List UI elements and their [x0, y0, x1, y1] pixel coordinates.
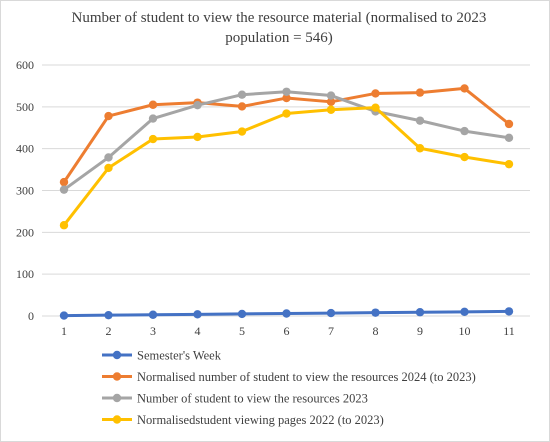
data-point	[237, 309, 247, 319]
data-point	[282, 309, 291, 318]
legend-label: Normalised number of student to view the…	[137, 370, 476, 384]
data-point	[415, 116, 425, 125]
x-tick-label: 7	[328, 324, 334, 338]
data-point	[282, 109, 291, 118]
data-point	[148, 134, 158, 144]
data-point	[326, 91, 336, 100]
data-point	[460, 84, 469, 93]
data-point	[104, 310, 113, 320]
data-point	[504, 307, 514, 316]
data-point	[371, 103, 380, 112]
data-point	[371, 89, 380, 98]
y-tick-label: 300	[16, 184, 34, 198]
series-1	[59, 307, 514, 320]
x-tick-label: 10	[459, 324, 471, 338]
legend-marker	[112, 393, 122, 403]
x-tick-label: 1	[61, 324, 67, 338]
data-point	[282, 87, 291, 96]
gridlines	[42, 64, 530, 317]
y-tick-label: 100	[16, 267, 34, 281]
legend-item-1: Semester's Week	[102, 349, 222, 363]
x-tick-label: 2	[106, 324, 112, 338]
data-point	[415, 144, 425, 153]
data-point	[193, 132, 202, 142]
chart-title-line-2: population = 546)	[225, 30, 333, 46]
series-lines	[59, 84, 514, 320]
y-tick-label: 0	[28, 309, 34, 323]
legend-marker	[112, 350, 122, 360]
data-point	[59, 185, 69, 194]
y-axis-ticks: 0 100 200 300 400 500 600	[16, 58, 34, 323]
data-point	[460, 152, 469, 162]
x-tick-label: 4	[195, 324, 201, 338]
x-tick-label: 6	[284, 324, 290, 338]
data-point	[460, 126, 469, 136]
legend-label: Semester's Week	[137, 349, 222, 363]
legend-label: Number of student to view the resources …	[137, 392, 368, 406]
chart-title-line-1: Number of student to view the resource m…	[72, 10, 487, 26]
series-line-2	[62, 86, 510, 183]
data-point	[460, 307, 469, 317]
data-point	[193, 100, 202, 110]
data-point	[504, 159, 514, 169]
series-2	[59, 84, 514, 187]
data-point	[104, 163, 113, 173]
data-point	[193, 310, 202, 319]
legend-item-4: Normalisedstudent viewing pages 2022 (to…	[102, 413, 384, 427]
series-4	[59, 103, 514, 230]
y-tick-label: 500	[16, 100, 34, 114]
y-tick-label: 400	[16, 142, 34, 156]
data-point	[504, 133, 514, 142]
legend-label: Normalisedstudent viewing pages 2022 (to…	[137, 413, 384, 427]
data-point	[371, 308, 380, 317]
data-point	[148, 114, 158, 123]
y-tick-label: 200	[16, 225, 34, 239]
series-3	[59, 87, 514, 194]
data-point	[104, 153, 113, 162]
data-point	[59, 177, 69, 187]
x-tick-label: 5	[239, 324, 245, 338]
x-tick-label: 11	[503, 324, 515, 338]
data-point	[326, 105, 336, 114]
data-point	[237, 90, 247, 99]
data-point	[415, 88, 425, 97]
data-point	[282, 93, 291, 103]
data-point	[237, 102, 247, 111]
data-point	[59, 311, 69, 320]
x-tick-label: 3	[150, 324, 156, 338]
legend-marker	[112, 415, 122, 424]
data-point	[148, 310, 158, 319]
legend-marker	[112, 372, 122, 381]
y-tick-label: 600	[16, 58, 34, 72]
data-point	[59, 221, 69, 230]
data-point	[148, 100, 158, 109]
data-point	[504, 119, 514, 129]
data-point	[104, 111, 113, 121]
legend-item-3: Number of student to view the resources …	[102, 392, 368, 406]
data-point	[237, 127, 247, 136]
data-point	[415, 308, 425, 317]
x-axis-ticks: 1 2 3 4 5 6 7 8 9 10 11	[61, 324, 515, 338]
legend: Semester's Week Normalised number of stud…	[102, 349, 476, 427]
x-tick-label: 8	[373, 324, 379, 338]
legend-item-2: Normalised number of student to view the…	[102, 370, 476, 384]
x-tick-label: 9	[417, 324, 423, 338]
data-point	[326, 308, 336, 318]
data-point	[326, 97, 336, 107]
